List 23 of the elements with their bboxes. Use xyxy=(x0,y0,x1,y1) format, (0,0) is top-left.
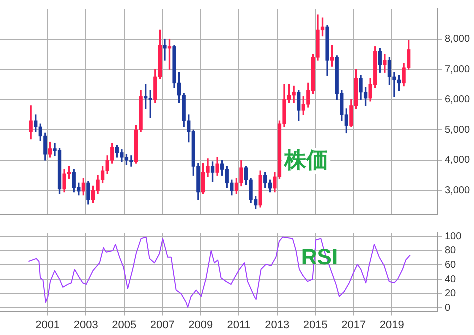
y-tick-label: 6,000 xyxy=(445,94,470,106)
x-tick-label: 2011 xyxy=(227,319,251,332)
y-tick-label: 80 xyxy=(445,246,457,257)
x-tick-label: 2003 xyxy=(74,319,98,332)
y-tick-label: 7,000 xyxy=(445,64,470,76)
y-tick-label: 40 xyxy=(445,274,457,286)
y-tick-label: 4,000 xyxy=(445,155,470,166)
annotation: 株価 xyxy=(284,148,329,173)
y-tick-label: 20 xyxy=(445,288,457,300)
y-tick-label: 0 xyxy=(445,302,451,314)
x-tick-label: 2015 xyxy=(303,319,328,332)
x-tick-label: 2019 xyxy=(380,319,404,332)
y-tick-label: 3,000 xyxy=(445,186,470,197)
y-tick-label: 5,000 xyxy=(445,124,470,136)
x-tick-label: 2001 xyxy=(36,319,60,332)
x-tick-label: 2005 xyxy=(112,319,137,332)
y-tick-label: 60 xyxy=(445,260,457,271)
x-tick-label: 2009 xyxy=(188,319,214,332)
y-tick-label: 8,000 xyxy=(445,34,470,46)
x-tick-label: 2017 xyxy=(342,319,366,332)
y-tick-label: 100 xyxy=(445,231,462,242)
x-tick-label: 2013 xyxy=(265,319,290,332)
x-tick-label: 2007 xyxy=(150,319,175,332)
